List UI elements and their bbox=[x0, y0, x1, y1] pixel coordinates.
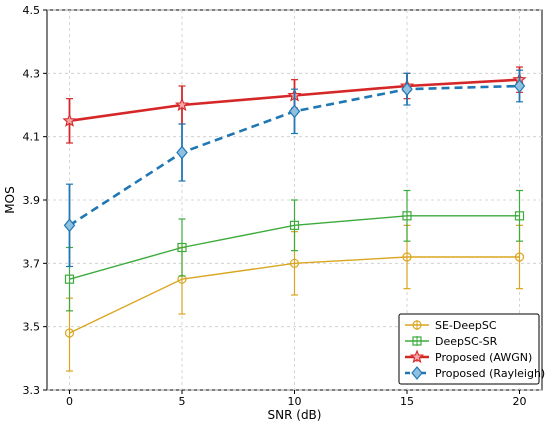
data-point-marker bbox=[411, 366, 423, 380]
data-point-marker bbox=[409, 349, 425, 364]
data-point-marker bbox=[288, 104, 301, 119]
series-line bbox=[69, 256, 520, 334]
series-line bbox=[69, 215, 520, 280]
y-tick-label: 3.5 bbox=[23, 321, 41, 334]
x-axis-label: SNR (dB) bbox=[268, 408, 322, 422]
series-proposed-rayleigh bbox=[63, 69, 526, 268]
y-axis-label: MOS bbox=[3, 186, 17, 213]
data-point-marker bbox=[513, 79, 526, 93]
y-tick-label: 3.7 bbox=[23, 257, 41, 270]
x-tick-label: 0 bbox=[66, 395, 73, 408]
data-point-marker bbox=[402, 252, 412, 262]
legend: SE-DeepSC DeepSC-SR Proposed (AWGN) Propose… bbox=[398, 313, 545, 385]
data-point-marker bbox=[176, 145, 188, 160]
x-tick-label: 5 bbox=[179, 395, 186, 408]
data-point-marker bbox=[412, 336, 422, 346]
axes: 0 5 10 15 20 3.3 3.5 3.7 3.9 4.1 4.3 4.5 bbox=[23, 4, 527, 408]
y-tick-label: 4.1 bbox=[23, 131, 41, 144]
y-tick-label: 3.9 bbox=[23, 194, 41, 207]
data-point-marker bbox=[514, 252, 525, 262]
y-tick-label: 4.5 bbox=[23, 4, 41, 17]
data-point-marker bbox=[289, 220, 300, 230]
data-point-marker bbox=[63, 218, 76, 233]
data-point-marker bbox=[289, 258, 300, 268]
data-point-marker bbox=[402, 211, 412, 221]
data-point-marker bbox=[174, 97, 190, 112]
legend-label: SE-DeepSC bbox=[435, 319, 497, 332]
data-point-marker bbox=[64, 328, 75, 338]
x-tick-label: 20 bbox=[513, 395, 527, 408]
data-point-marker bbox=[62, 113, 77, 127]
legend-box bbox=[398, 313, 540, 385]
series-layer bbox=[62, 66, 527, 372]
legend-label: Proposed (Rayleigh) bbox=[435, 367, 545, 380]
y-tick-label: 3.3 bbox=[23, 384, 41, 397]
data-point-marker bbox=[177, 242, 187, 253]
data-point-marker bbox=[514, 211, 525, 221]
legend-label: DeepSC-SR bbox=[435, 335, 498, 348]
data-point-marker bbox=[64, 274, 75, 284]
data-point-marker bbox=[401, 82, 413, 97]
x-tick-label: 15 bbox=[400, 395, 414, 408]
x-tick-label: 10 bbox=[288, 395, 302, 408]
legend-label: Proposed (AWGN) bbox=[435, 351, 532, 364]
y-tick-label: 4.3 bbox=[23, 67, 41, 80]
data-point-marker bbox=[412, 320, 422, 330]
